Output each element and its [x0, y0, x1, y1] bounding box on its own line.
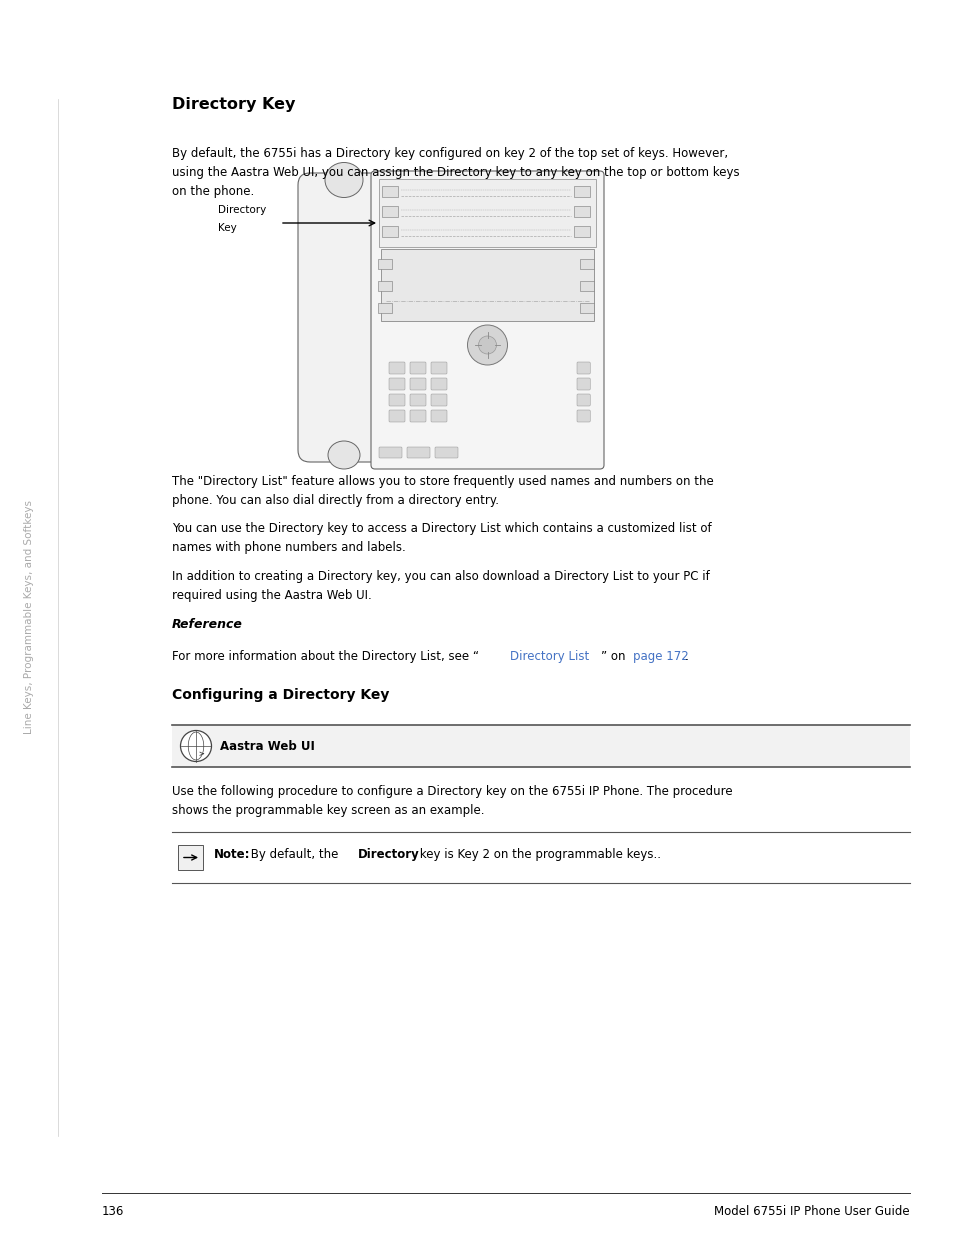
Text: Directory: Directory [357, 848, 419, 861]
FancyBboxPatch shape [577, 394, 590, 406]
Text: ” on: ” on [599, 650, 628, 663]
Bar [377, 303, 392, 312]
Bar [380, 249, 594, 321]
FancyBboxPatch shape [410, 394, 426, 406]
Text: Configuring a Directory Key: Configuring a Directory Key [172, 688, 389, 701]
Bar [574, 226, 589, 237]
Text: You can use the Directory key to access a Directory List which contains a custom: You can use the Directory key to access … [172, 522, 711, 535]
Bar [377, 259, 392, 269]
FancyBboxPatch shape [389, 362, 405, 374]
Text: required using the Aastra Web UI.: required using the Aastra Web UI. [172, 589, 372, 601]
Text: Model 6755i IP Phone User Guide: Model 6755i IP Phone User Guide [714, 1205, 909, 1218]
Bar [381, 186, 397, 198]
Text: Key: Key [218, 224, 236, 233]
Circle shape [478, 336, 496, 354]
Text: In addition to creating a Directory key, you can also download a Directory List : In addition to creating a Directory key,… [172, 571, 709, 583]
FancyBboxPatch shape [431, 394, 447, 406]
FancyBboxPatch shape [577, 410, 590, 422]
Text: Reference: Reference [172, 618, 243, 631]
Bar [579, 282, 594, 291]
Text: 136: 136 [102, 1205, 124, 1218]
Text: shows the programmable key screen as an example.: shows the programmable key screen as an … [172, 804, 484, 818]
Bar [574, 186, 589, 198]
Ellipse shape [325, 163, 363, 198]
Text: Directory List: Directory List [509, 650, 588, 663]
FancyBboxPatch shape [410, 410, 426, 422]
FancyBboxPatch shape [431, 378, 447, 390]
Text: By default, the: By default, the [247, 848, 342, 861]
Ellipse shape [328, 441, 359, 469]
FancyBboxPatch shape [577, 362, 590, 374]
Text: phone. You can also dial directly from a directory entry.: phone. You can also dial directly from a… [172, 494, 498, 508]
Text: Line Keys, Programmable Keys, and Softkeys: Line Keys, Programmable Keys, and Softke… [24, 500, 33, 735]
FancyBboxPatch shape [389, 394, 405, 406]
FancyBboxPatch shape [297, 173, 390, 462]
Circle shape [467, 325, 507, 366]
FancyBboxPatch shape [407, 447, 430, 458]
FancyBboxPatch shape [371, 170, 603, 469]
Text: page 172: page 172 [633, 650, 688, 663]
Bar [178, 845, 203, 869]
FancyBboxPatch shape [389, 410, 405, 422]
FancyBboxPatch shape [389, 378, 405, 390]
FancyBboxPatch shape [431, 410, 447, 422]
Bar [574, 206, 589, 217]
FancyBboxPatch shape [435, 447, 457, 458]
Text: using the Aastra Web UI, you can assign the Directory key to any key on the top : using the Aastra Web UI, you can assign … [172, 165, 739, 179]
Text: on the phone.: on the phone. [172, 185, 254, 198]
Bar [378, 179, 596, 247]
Bar [579, 259, 594, 269]
FancyBboxPatch shape [410, 378, 426, 390]
FancyBboxPatch shape [410, 362, 426, 374]
Text: names with phone numbers and labels.: names with phone numbers and labels. [172, 541, 405, 555]
Text: By default, the 6755i has a Directory key configured on key 2 of the top set of : By default, the 6755i has a Directory ke… [172, 147, 727, 161]
Text: Directory: Directory [218, 205, 266, 215]
Bar [381, 226, 397, 237]
Bar [579, 303, 594, 312]
Text: Directory Key: Directory Key [172, 98, 295, 112]
FancyBboxPatch shape [378, 447, 401, 458]
Text: For more information about the Directory List, see “: For more information about the Directory… [172, 650, 478, 663]
Text: Note:: Note: [213, 848, 251, 861]
FancyBboxPatch shape [431, 362, 447, 374]
Text: The "Directory List" feature allows you to store frequently used names and numbe: The "Directory List" feature allows you … [172, 475, 713, 488]
Bar [377, 282, 392, 291]
Bar [172, 725, 909, 767]
Bar [381, 206, 397, 217]
Text: Use the following procedure to configure a Directory key on the 6755i IP Phone. : Use the following procedure to configure… [172, 785, 732, 798]
FancyBboxPatch shape [577, 378, 590, 390]
Text: .: . [684, 650, 688, 663]
Text: key is Key 2 on the programmable keys..: key is Key 2 on the programmable keys.. [416, 848, 660, 861]
Text: Aastra Web UI: Aastra Web UI [220, 740, 314, 752]
Circle shape [180, 730, 212, 762]
